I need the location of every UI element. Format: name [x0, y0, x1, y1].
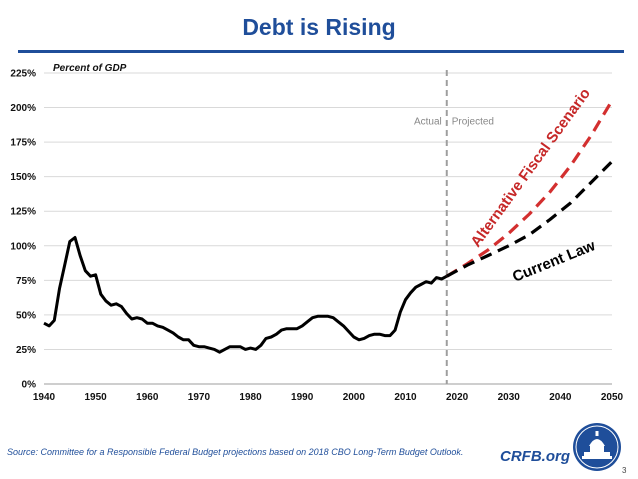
x-tick-label: 2030 [498, 392, 521, 403]
source-note: Source: Committee for a Responsible Fede… [7, 447, 464, 457]
alternative-scenario-annotation: Alternative Fiscal Scenario [467, 85, 593, 250]
y-tick-label: 225% [10, 69, 36, 80]
y-tick-label: 75% [16, 276, 36, 287]
capitol-logo-icon [573, 423, 621, 471]
page-title: Debt is Rising [242, 14, 396, 40]
page-number: 3 [622, 466, 627, 475]
x-tick-label: 1980 [239, 392, 262, 403]
y-tick-label: 125% [10, 207, 36, 218]
y-tick-label: 200% [10, 103, 36, 114]
y-tick-label: 25% [16, 345, 36, 356]
x-tick-label: 1970 [188, 392, 211, 403]
x-tick-label: 2040 [549, 392, 572, 403]
x-tick-label: 2000 [343, 392, 366, 403]
x-tick-label: 2020 [446, 392, 469, 403]
y-tick-label: 0% [22, 380, 37, 391]
x-axis-ticks: 1940 1950 1960 1970 1980 1990 2000 2010 2020 2030… [33, 392, 624, 403]
crfb-brand[interactable]: CRFB.org [500, 448, 570, 465]
series-line-actual [43, 236, 448, 354]
series-line-alternative [445, 99, 614, 278]
chart-grid [44, 72, 612, 385]
x-tick-label: 2010 [394, 392, 417, 403]
y-tick-label: 50% [16, 310, 36, 321]
x-tick-label: 1950 [85, 392, 108, 403]
actual-label: Actual [414, 117, 442, 128]
x-tick-label: 2050 [601, 392, 624, 403]
y-tick-label: 100% [10, 241, 36, 252]
x-tick-label: 1960 [136, 392, 159, 403]
x-tick-label: 1990 [291, 392, 314, 403]
current-law-annotation: Current Law [510, 237, 598, 286]
y-tick-label: 175% [10, 138, 36, 149]
y-tick-label: 150% [10, 172, 36, 183]
x-tick-label: 1940 [33, 392, 56, 403]
y-axis-label: Percent of GDP [53, 63, 127, 74]
y-axis-ticks: 0% 25% 50% 75% 100% 125% 150% 175% 200% 225% [10, 69, 36, 391]
title-divider [18, 50, 624, 53]
projected-label: Projected [452, 117, 494, 128]
chart-series [43, 99, 614, 354]
